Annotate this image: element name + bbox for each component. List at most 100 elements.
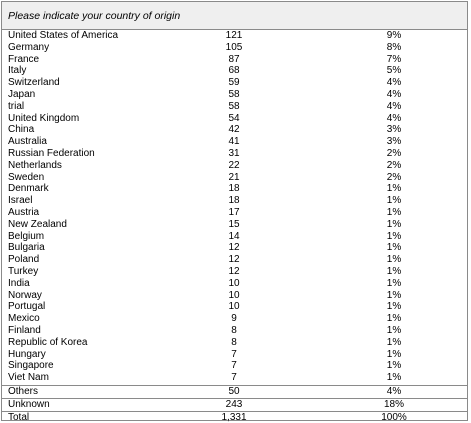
country-percent: 1% [386, 289, 402, 301]
country-name: Poland [8, 254, 40, 266]
table-row: Portugal 10 1% [2, 301, 467, 313]
total-row: Total 1,331 100% [2, 410, 467, 423]
table-row: Switzerland 59 4% [2, 77, 467, 89]
country-percent: 1% [386, 372, 402, 384]
country-percent: 4% [386, 77, 402, 89]
table-row: China 42 3% [2, 124, 467, 136]
country-count: 9 [231, 313, 237, 325]
country-percent: 5% [386, 65, 402, 77]
country-count: 7 [231, 360, 237, 372]
country-count: 7 [231, 348, 237, 360]
country-name: Sweden [8, 171, 45, 183]
country-percent: 1% [386, 277, 402, 289]
country-percent: 4% [386, 112, 402, 124]
table-row: Singapore 7 1% [2, 360, 467, 372]
country-percent: 1% [386, 360, 402, 372]
country-percent: 1% [386, 242, 402, 254]
table-row: Finland 8 1% [2, 325, 467, 337]
country-count: 54 [228, 112, 240, 124]
country-count: 7 [231, 372, 237, 384]
others-count: 50 [228, 385, 240, 397]
country-count: 10 [228, 301, 240, 313]
table-row: Australia 41 3% [2, 136, 467, 148]
country-percent: 1% [386, 183, 402, 195]
unknown-percent: 18% [383, 398, 404, 410]
country-percent: 3% [386, 136, 402, 148]
country-name: Austria [8, 206, 40, 218]
table-row: trial 58 4% [2, 101, 467, 113]
table-row: Russian Federation 31 2% [2, 148, 467, 160]
country-percent: 7% [386, 53, 402, 65]
country-count: 31 [228, 147, 240, 159]
country-percent: 1% [386, 348, 402, 360]
others-percent: 4% [386, 385, 402, 397]
country-percent: 1% [386, 265, 402, 277]
country-count: 12 [228, 265, 240, 277]
country-percent: 4% [386, 100, 402, 112]
country-count: 18 [228, 195, 240, 207]
country-name: Italy [8, 65, 27, 77]
country-name: Republic of Korea [8, 336, 88, 348]
others-label: Others [8, 385, 39, 397]
country-name: Japan [8, 88, 36, 100]
country-name: Finland [8, 324, 41, 336]
country-count: 12 [228, 242, 240, 254]
country-name: China [8, 124, 35, 136]
table-row: Turkey 12 1% [2, 266, 467, 278]
country-name: Singapore [8, 360, 54, 372]
table-row: Italy 68 5% [2, 65, 467, 77]
country-name: United States of America [8, 30, 119, 41]
table-row: Hungary 7 1% [2, 349, 467, 361]
country-count: 12 [228, 254, 240, 266]
country-count: 42 [228, 124, 240, 136]
country-percent: 2% [386, 159, 402, 171]
table-row: Bulgaria 12 1% [2, 242, 467, 254]
country-count: 87 [228, 53, 240, 65]
country-percent: 1% [386, 324, 402, 336]
country-name: Denmark [8, 183, 49, 195]
table-row: India 10 1% [2, 278, 467, 290]
country-count: 18 [228, 183, 240, 195]
unknown-label: Unknown [8, 398, 50, 410]
table-row: Germany 105 8% [2, 42, 467, 54]
country-name: India [8, 277, 30, 289]
country-count: 121 [225, 30, 243, 41]
country-percent: 1% [386, 195, 402, 207]
unknown-row: Unknown 243 18% [2, 397, 467, 411]
country-name: Mexico [8, 313, 40, 325]
country-count: 59 [228, 77, 240, 89]
total-label: Total [8, 411, 30, 423]
country-percent: 1% [386, 206, 402, 218]
country-name: Russian Federation [8, 147, 95, 159]
country-count: 15 [228, 218, 240, 230]
table-row: United States of America 121 9% [2, 30, 467, 42]
country-percent: 1% [386, 218, 402, 230]
table-row: Denmark 18 1% [2, 183, 467, 195]
table-row: Norway 10 1% [2, 290, 467, 302]
table-row: Austria 17 1% [2, 207, 467, 219]
table-row: Poland 12 1% [2, 254, 467, 266]
table-row: Viet Nam 7 1% [2, 372, 467, 384]
country-name: trial [8, 100, 25, 112]
country-rows: United States of America 121 9% Germany 105 8… [2, 30, 467, 384]
table-row: Japan 58 4% [2, 89, 467, 101]
country-percent: 9% [386, 30, 402, 41]
country-percent: 1% [386, 336, 402, 348]
table-row: Mexico 9 1% [2, 313, 467, 325]
table-row: New Zealand 15 1% [2, 219, 467, 231]
country-name: Hungary [8, 348, 46, 360]
country-name: Belgium [8, 230, 45, 242]
country-count: 8 [231, 324, 237, 336]
table-row: Netherlands 22 2% [2, 160, 467, 172]
total-count: 1,331 [221, 411, 247, 423]
others-row: Others 50 4% [2, 386, 467, 398]
country-count: 68 [228, 65, 240, 77]
country-count: 58 [228, 88, 240, 100]
country-name: New Zealand [8, 218, 67, 230]
country-name: Netherlands [8, 159, 62, 171]
table-row: Belgium 14 1% [2, 231, 467, 243]
question-text: Please indicate your country of origin [8, 9, 181, 22]
country-count: 17 [228, 206, 240, 218]
country-count: 58 [228, 100, 240, 112]
